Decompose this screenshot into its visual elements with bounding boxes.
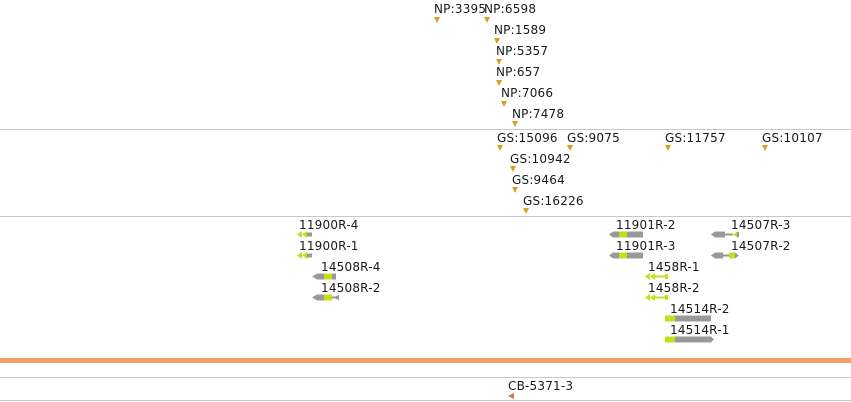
gs-label[interactable]: GS:16226 bbox=[523, 194, 584, 208]
np-label[interactable]: NP:657 bbox=[496, 65, 541, 79]
gene-label[interactable]: 1458R-2 bbox=[648, 281, 700, 295]
gene-model-icon[interactable] bbox=[645, 273, 669, 280]
gene-label[interactable]: 14508R-4 bbox=[321, 260, 381, 274]
gs-label[interactable]: GS:11757 bbox=[665, 131, 726, 145]
gs-marker-icon[interactable] bbox=[512, 187, 518, 193]
gene-model-icon[interactable] bbox=[665, 315, 713, 322]
cb-label[interactable]: CB-5371-3 bbox=[508, 379, 574, 393]
gene-label[interactable]: 14508R-2 bbox=[321, 281, 381, 295]
gs-marker-icon[interactable] bbox=[523, 208, 529, 214]
gene-model-icon[interactable] bbox=[711, 231, 740, 238]
gs-marker-icon[interactable] bbox=[762, 145, 768, 151]
np-marker-icon[interactable] bbox=[484, 17, 490, 23]
np-label[interactable]: NP:6598 bbox=[484, 2, 537, 16]
gene-model-icon[interactable] bbox=[297, 252, 313, 259]
np-marker-icon[interactable] bbox=[496, 59, 502, 65]
gene-label[interactable]: 11901R-3 bbox=[616, 239, 676, 253]
gene-model-icon[interactable] bbox=[665, 336, 715, 343]
gene-model-icon[interactable] bbox=[609, 252, 644, 259]
np-label[interactable]: NP:3395 bbox=[434, 2, 487, 16]
track-separator-cb-bottom bbox=[0, 400, 851, 401]
np-label[interactable]: NP:1589 bbox=[494, 23, 547, 37]
cb-marker-icon[interactable] bbox=[508, 393, 514, 399]
gene-model-icon[interactable] bbox=[312, 273, 340, 280]
gene-label[interactable]: 14514R-1 bbox=[670, 323, 730, 337]
track-separator-np-gs bbox=[0, 129, 851, 130]
gs-label[interactable]: GS:10942 bbox=[510, 152, 571, 166]
gene-model-icon[interactable] bbox=[645, 294, 669, 301]
np-marker-icon[interactable] bbox=[494, 38, 500, 44]
gene-model-icon[interactable] bbox=[312, 294, 340, 301]
gs-marker-icon[interactable] bbox=[497, 145, 503, 151]
gene-label[interactable]: 1458R-1 bbox=[648, 260, 700, 274]
np-label[interactable]: NP:7478 bbox=[512, 107, 565, 121]
gs-label[interactable]: GS:10107 bbox=[762, 131, 823, 145]
gene-model-icon[interactable] bbox=[297, 231, 313, 238]
gene-model-icon[interactable] bbox=[609, 231, 644, 238]
track-separator-gs-genes bbox=[0, 216, 851, 217]
track-separator-cb-top bbox=[0, 377, 851, 378]
gene-label[interactable]: 11900R-1 bbox=[299, 239, 359, 253]
gene-label[interactable]: 14507R-3 bbox=[731, 218, 791, 232]
np-marker-icon[interactable] bbox=[512, 121, 518, 127]
np-marker-icon[interactable] bbox=[496, 80, 502, 86]
gs-marker-icon[interactable] bbox=[567, 145, 573, 151]
gene-label[interactable]: 14514R-2 bbox=[670, 302, 730, 316]
gs-marker-icon[interactable] bbox=[665, 145, 671, 151]
gene-label[interactable]: 11901R-2 bbox=[616, 218, 676, 232]
gene-model-icon[interactable] bbox=[711, 252, 740, 259]
np-marker-icon[interactable] bbox=[501, 101, 507, 107]
chromosome-bar bbox=[0, 358, 851, 363]
gene-label[interactable]: 11900R-4 bbox=[299, 218, 359, 232]
gene-label[interactable]: 14507R-2 bbox=[731, 239, 791, 253]
gs-marker-icon[interactable] bbox=[510, 166, 516, 172]
gs-label[interactable]: GS:9464 bbox=[512, 173, 565, 187]
np-label[interactable]: NP:7066 bbox=[501, 86, 554, 100]
np-marker-icon[interactable] bbox=[434, 17, 440, 23]
gs-label[interactable]: GS:15096 bbox=[497, 131, 558, 145]
gs-label[interactable]: GS:9075 bbox=[567, 131, 620, 145]
np-label[interactable]: NP:5357 bbox=[496, 44, 549, 58]
